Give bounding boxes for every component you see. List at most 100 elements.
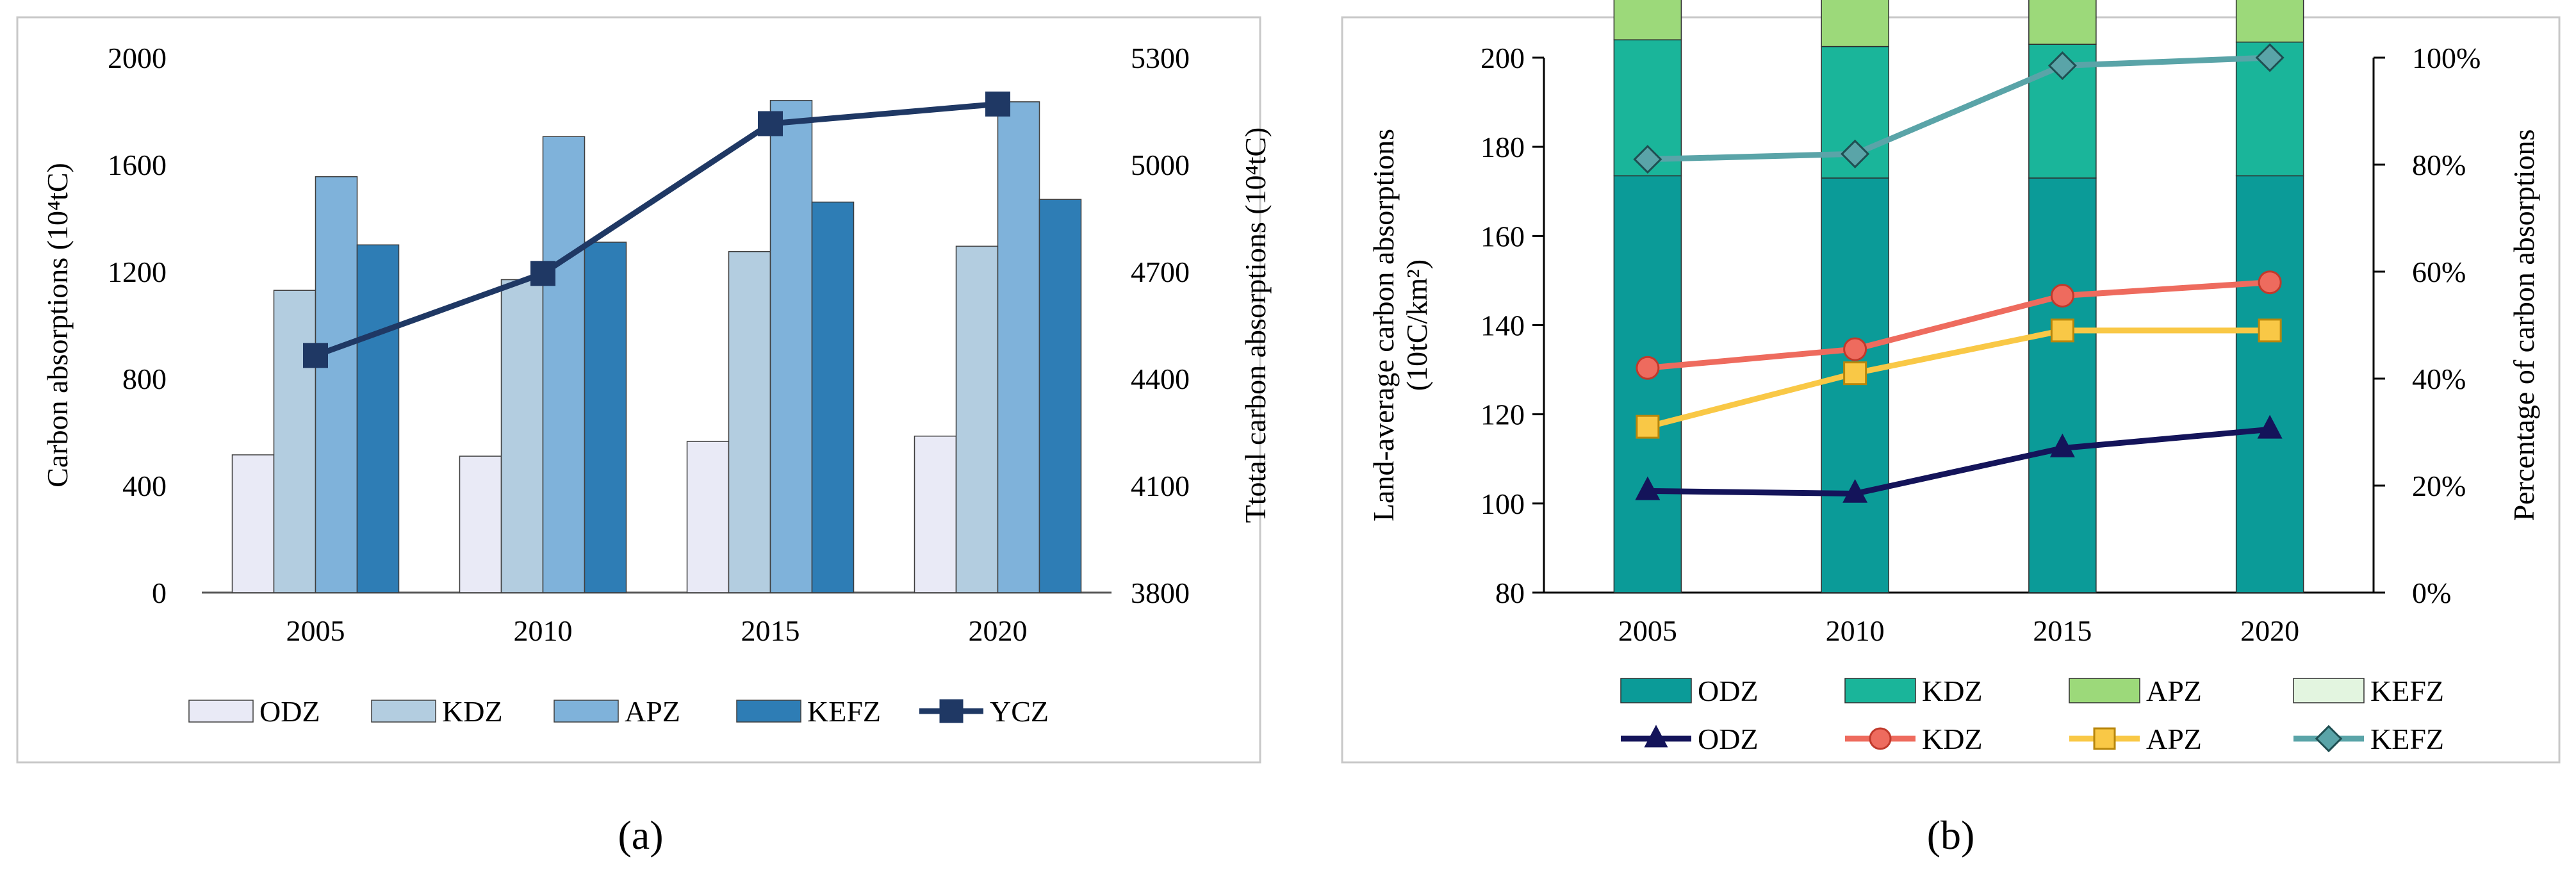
y-axis-title-line: (10tC/km²) <box>1400 259 1433 391</box>
legend-marker-ycz <box>939 699 964 723</box>
marker-ycz <box>303 343 328 368</box>
bar-odz <box>459 455 502 593</box>
legend-label: KDZ <box>1922 675 1983 707</box>
marker-kefz <box>2255 43 2285 72</box>
y2-tick-label: 4700 <box>1131 256 1190 288</box>
bar-apz <box>1613 0 1682 40</box>
legend-label: KDZ <box>442 695 503 728</box>
y-tick-label: 1200 <box>108 256 167 288</box>
panel-b-chart: 80 100 120 140 160 180 200 0% 20% 40% 60% 80% 100% La… <box>1367 0 2540 755</box>
marker-kefz <box>2047 51 2077 81</box>
legend-marker-kefz <box>2315 725 2343 753</box>
legend-marker-kdz <box>1869 727 1892 750</box>
y-tick-label: 140 <box>1481 309 1525 342</box>
legend-swatch-kdz <box>371 700 436 723</box>
bar-kefz <box>1038 199 1082 593</box>
legend-label: KEFZ <box>807 695 881 728</box>
legend-marker-odz <box>1644 725 1668 748</box>
bar-apz <box>997 101 1040 593</box>
bar-kdz <box>728 250 771 593</box>
legend-label: YCZ <box>990 695 1049 728</box>
y-tick-label: 400 <box>122 470 167 502</box>
line-odz <box>1647 426 2270 497</box>
y-tick-label: 80 <box>1495 577 1525 609</box>
marker-kefz <box>1841 139 1870 168</box>
y2-tick-label: 80% <box>2412 149 2466 181</box>
marker-apz <box>1636 414 1660 439</box>
y2-tick-label: 0% <box>2412 577 2451 609</box>
x-tick-label: 2020 <box>969 614 1028 647</box>
y2-axis-title: Percentage of carbon absorptions <box>2507 129 2540 521</box>
bar-odz <box>1613 175 1682 593</box>
marker-kdz <box>1636 356 1660 380</box>
marker-odz <box>2257 414 2283 439</box>
x-tick-label: 2010 <box>1826 614 1885 647</box>
x-tick-label: 2005 <box>286 614 345 647</box>
marker-ycz <box>985 91 1010 117</box>
bar-odz <box>686 441 730 593</box>
y-tick-label: 0 <box>152 577 167 609</box>
bar-apz <box>2028 0 2097 45</box>
panel-a-chart: 0 400 800 1200 1600 2000 3800 4100 4400 4700 5000 5… <box>41 42 1272 728</box>
panel-a-label: (a) <box>618 812 663 858</box>
bar-apz <box>315 176 358 593</box>
bar-kefz <box>584 242 627 593</box>
bar-kdz <box>955 245 999 593</box>
bar-kdz <box>273 290 316 593</box>
y-tick-label: 1600 <box>108 149 167 181</box>
y-tick-label: 100 <box>1481 488 1525 520</box>
y2-tick-label: 100% <box>2412 42 2481 74</box>
legend-label: APZ <box>2146 675 2202 707</box>
bar-apz <box>1821 0 1889 47</box>
panel-b-frame <box>1341 16 2561 764</box>
bar-odz <box>1821 177 1889 593</box>
x-tick-label: 2005 <box>1618 614 1677 647</box>
y-tick-label: 200 <box>1481 42 1525 74</box>
y2-tick-label: 4100 <box>1131 470 1190 502</box>
legend-swatch-apz <box>554 700 619 723</box>
bar-kefz <box>811 201 855 593</box>
legend-label: APZ <box>625 695 680 728</box>
legend-marker-apz <box>2093 727 2116 750</box>
marker-apz <box>2050 318 2074 343</box>
y-tick-label: 120 <box>1481 398 1525 431</box>
y-tick-label: 2000 <box>108 42 167 74</box>
y-tick-label: 160 <box>1481 220 1525 252</box>
marker-odz <box>1842 479 1868 503</box>
legend-swatch-odz <box>188 700 254 723</box>
y2-tick-label: 4400 <box>1131 363 1190 395</box>
y2-axis-title: Ttotal carbon absorptions (10⁴tC) <box>1239 127 1272 523</box>
panel-b-label: (b) <box>1927 812 1975 858</box>
legend-label: ODZ <box>1698 723 1759 755</box>
bar-odz <box>914 436 957 593</box>
x-tick-label: 2010 <box>514 614 573 647</box>
y-axis-title: Land-average carbon absorptions(10tC/km²… <box>1367 129 1433 521</box>
y-axis-title: Carbon absorptions (10⁴tC) <box>41 163 74 488</box>
bar-kefz <box>356 244 400 593</box>
legend-swatch-kefz <box>736 700 801 723</box>
legend-swatch-kefz <box>2293 678 2365 703</box>
marker-ycz <box>758 111 783 136</box>
legend-label: ODZ <box>259 695 320 728</box>
bar-odz <box>2028 177 2097 593</box>
bar-odz <box>231 454 275 593</box>
y2-tick-label: 40% <box>2412 363 2466 395</box>
marker-kdz <box>2050 284 2074 308</box>
marker-odz <box>2049 433 2075 457</box>
marker-apz <box>1843 361 1867 386</box>
x-tick-label: 2015 <box>741 614 800 647</box>
bar-odz <box>2235 175 2304 593</box>
marker-odz <box>1635 476 1661 500</box>
legend-swatch-kdz <box>1844 678 1916 703</box>
marker-kefz <box>1633 145 1662 174</box>
marker-kdz <box>2258 270 2282 295</box>
legend-swatch-odz <box>1620 678 1692 703</box>
y-tick-label: 180 <box>1481 131 1525 163</box>
x-tick-label: 2020 <box>2240 614 2299 647</box>
marker-ycz <box>530 261 555 286</box>
y2-tick-label: 20% <box>2412 470 2466 502</box>
legend-label: KEFZ <box>2370 675 2444 707</box>
legend-label: APZ <box>2146 723 2202 755</box>
bar-kdz <box>500 279 544 593</box>
